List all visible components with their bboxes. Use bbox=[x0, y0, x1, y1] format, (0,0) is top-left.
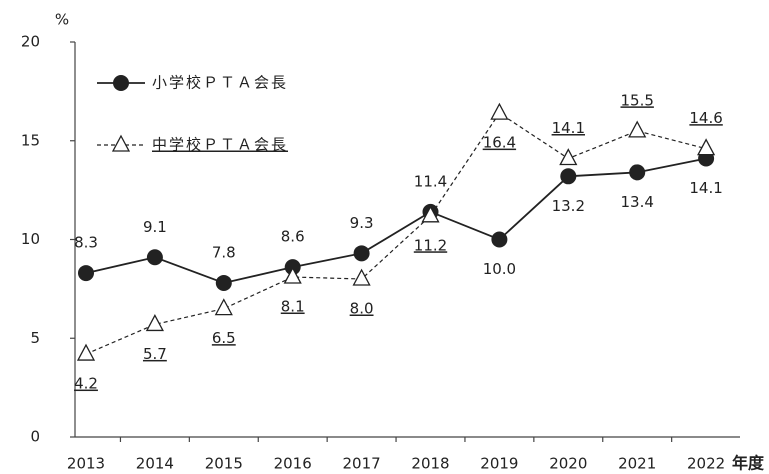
x-tick-label: 2020 bbox=[549, 455, 587, 473]
data-point bbox=[697, 138, 716, 156]
data-label: 11.4 bbox=[414, 172, 447, 190]
data-point bbox=[352, 268, 371, 286]
data-point bbox=[559, 148, 578, 166]
data-point bbox=[353, 245, 370, 262]
y-tick-label: 5 bbox=[30, 329, 40, 347]
x-tick-label: 2017 bbox=[343, 455, 381, 473]
data-point bbox=[113, 75, 129, 91]
x-axis-label: 年度 bbox=[732, 454, 765, 473]
data-label: 8.3 bbox=[74, 234, 98, 252]
data-point bbox=[628, 120, 647, 138]
data-label: 4.2 bbox=[74, 375, 98, 393]
data-label: 8.1 bbox=[281, 298, 305, 316]
data-label: 9.3 bbox=[350, 214, 374, 232]
legend-label: 中学校ＰＴＡ会長 bbox=[152, 136, 288, 154]
data-point bbox=[111, 134, 131, 152]
data-point bbox=[421, 205, 440, 223]
data-point bbox=[146, 249, 163, 266]
data-point bbox=[490, 102, 509, 120]
data-label: 7.8 bbox=[212, 243, 236, 261]
data-point bbox=[145, 314, 164, 332]
data-point bbox=[560, 168, 577, 185]
y-tick-label: 15 bbox=[21, 131, 40, 149]
data-label: 13.4 bbox=[620, 193, 653, 211]
series-line bbox=[85, 112, 707, 355]
data-label: 11.2 bbox=[414, 236, 447, 254]
data-point bbox=[491, 231, 508, 248]
legend-label: 小学校ＰＴＡ会長 bbox=[152, 74, 288, 92]
series-line bbox=[85, 157, 707, 284]
x-tick-label: 2014 bbox=[136, 455, 174, 473]
data-label: 6.5 bbox=[212, 329, 236, 347]
data-label: 5.7 bbox=[143, 345, 167, 363]
x-tick-label: 2015 bbox=[205, 455, 243, 473]
x-tick-label: 2021 bbox=[618, 455, 656, 473]
x-tick-label: 2018 bbox=[411, 455, 449, 473]
x-tick-label: 2013 bbox=[67, 455, 105, 473]
data-point bbox=[283, 266, 302, 284]
y-tick-label: 0 bbox=[30, 428, 40, 446]
data-label: 14.1 bbox=[689, 179, 722, 197]
data-point bbox=[78, 265, 94, 282]
data-label: 8.0 bbox=[350, 300, 374, 318]
data-label: 8.6 bbox=[281, 228, 305, 246]
data-label: 15.5 bbox=[620, 91, 653, 109]
data-point bbox=[76, 343, 96, 361]
x-tick-label: 2022 bbox=[687, 455, 725, 473]
y-axis-label: % bbox=[55, 11, 69, 29]
y-tick-label: 10 bbox=[21, 230, 40, 248]
data-label: 9.1 bbox=[143, 218, 167, 236]
data-label: 13.2 bbox=[552, 197, 585, 215]
data-point bbox=[215, 274, 232, 291]
x-tick-label: 2019 bbox=[480, 455, 518, 473]
data-label: 10.0 bbox=[483, 260, 516, 278]
data-label: 14.6 bbox=[689, 109, 722, 127]
data-point bbox=[629, 164, 646, 181]
data-point bbox=[214, 298, 233, 316]
y-tick-label: 20 bbox=[21, 33, 40, 51]
x-tick-label: 2016 bbox=[274, 455, 312, 473]
data-label: 14.1 bbox=[552, 119, 585, 137]
data-label: 16.4 bbox=[483, 134, 516, 152]
